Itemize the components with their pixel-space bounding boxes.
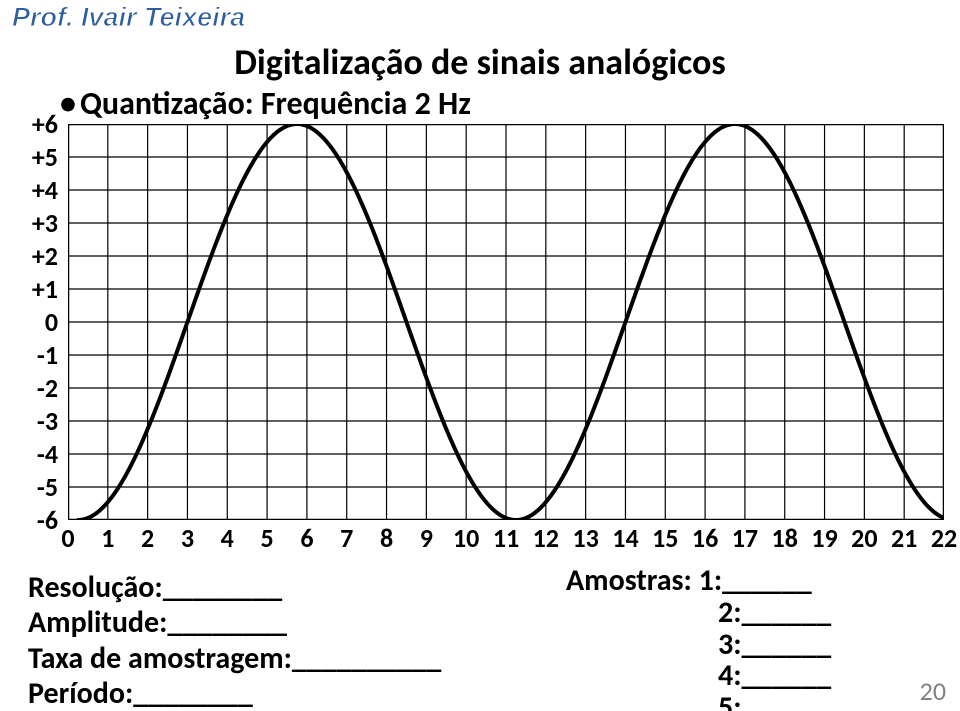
y-tick-label: -4 <box>37 441 58 467</box>
resolucao-label: Resolução:________ <box>28 570 441 605</box>
x-tick-label: 11 <box>493 522 519 554</box>
amostra-3: 3:______ <box>718 629 831 661</box>
bullet-icon: • <box>60 84 76 123</box>
y-tick-label: +5 <box>32 144 58 170</box>
x-tick-label: 0 <box>61 522 74 554</box>
y-tick-label: +3 <box>32 210 58 236</box>
periodo-label: Período:________ <box>28 676 441 711</box>
x-tick-label: 21 <box>891 522 917 554</box>
y-tick-label: +4 <box>32 177 58 203</box>
y-tick-label: +1 <box>32 276 58 302</box>
author-label: Prof. Ivair Teixeira <box>12 2 245 33</box>
x-tick-label: 19 <box>811 522 837 554</box>
y-axis-labels: +6+5+4+3+2+10-1-2-3-4-5-6 <box>14 124 62 520</box>
x-tick-label: 6 <box>300 522 313 554</box>
y-tick-label: -6 <box>37 507 58 533</box>
x-tick-label: 1 <box>101 522 114 554</box>
taxa-label: Taxa de amostragem:__________ <box>28 641 441 676</box>
x-tick-label: 18 <box>772 522 798 554</box>
y-tick-label: -1 <box>37 342 58 368</box>
y-tick-label: +6 <box>32 111 58 137</box>
y-tick-label: -2 <box>37 375 58 401</box>
params-right: Amostras: 1:______ 2:______ 3:______ 4:_… <box>566 565 831 711</box>
y-tick-label: -3 <box>37 408 58 434</box>
params-left: Resolução:________ Amplitude:________ Ta… <box>28 570 441 711</box>
y-tick-label: -5 <box>37 474 58 500</box>
x-tick-label: 8 <box>380 522 393 554</box>
page-number: 20 <box>920 675 946 707</box>
x-tick-label: 4 <box>221 522 234 554</box>
x-tick-label: 13 <box>572 522 598 554</box>
y-tick-label: +2 <box>32 243 58 269</box>
x-tick-label: 22 <box>931 522 957 554</box>
y-tick-label: 0 <box>45 309 58 335</box>
slide-subtitle: •Quantização: Frequência 2 Hz <box>60 84 471 123</box>
x-tick-label: 2 <box>141 522 154 554</box>
subtitle-text: Quantização: Frequência 2 Hz <box>80 84 471 123</box>
sine-chart <box>68 124 944 520</box>
amostras-label: Amostras: <box>566 562 692 599</box>
x-tick-label: 14 <box>612 522 638 554</box>
x-tick-label: 15 <box>652 522 678 554</box>
amplitude-label: Amplitude:________ <box>28 605 441 640</box>
amostra-4: 4:______ <box>718 660 831 692</box>
amostra-5: 5:______ <box>718 692 831 711</box>
amostra-2: 2:______ <box>718 597 831 629</box>
x-tick-label: 5 <box>260 522 273 554</box>
slide-title: Digitalização de sinais analógicos <box>0 40 960 84</box>
x-tick-label: 17 <box>732 522 758 554</box>
x-tick-label: 9 <box>420 522 433 554</box>
x-tick-label: 7 <box>340 522 353 554</box>
x-tick-label: 16 <box>692 522 718 554</box>
x-tick-label: 12 <box>533 522 559 554</box>
x-tick-label: 20 <box>851 522 877 554</box>
x-tick-label: 10 <box>453 522 479 554</box>
chart-container: +6+5+4+3+2+10-1-2-3-4-5-6 01234567891011… <box>14 124 944 532</box>
x-tick-label: 3 <box>181 522 194 554</box>
